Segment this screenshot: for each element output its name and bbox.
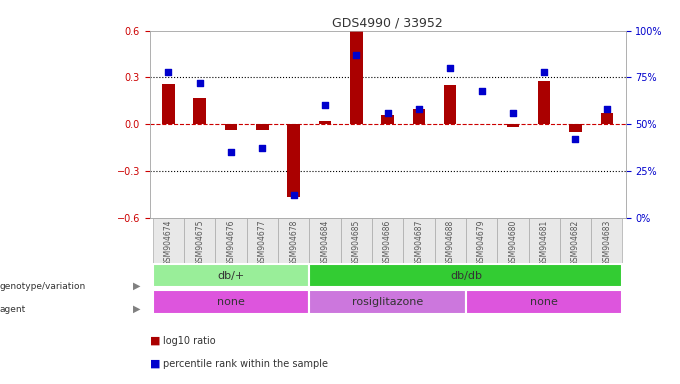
Text: none: none [217, 297, 245, 307]
Bar [216, 218, 247, 263]
Text: GSM904678: GSM904678 [289, 220, 298, 266]
Bar [591, 218, 622, 263]
Bar [225, 124, 237, 131]
Bar [153, 264, 309, 287]
Bar [435, 218, 466, 263]
Point [288, 192, 299, 198]
Text: GSM904688: GSM904688 [445, 220, 455, 266]
Bar [278, 218, 309, 263]
Text: GSM904675: GSM904675 [195, 220, 204, 266]
Bar [466, 290, 622, 314]
Bar [413, 109, 425, 124]
Bar [569, 124, 582, 132]
Text: ▶: ▶ [133, 281, 140, 291]
Bar [309, 218, 341, 263]
Bar [507, 124, 519, 127]
Text: GSM904677: GSM904677 [258, 220, 267, 266]
Text: ■: ■ [150, 336, 160, 346]
Text: ■: ■ [150, 359, 160, 369]
Bar [341, 218, 372, 263]
Bar [288, 124, 300, 197]
Point [445, 65, 456, 71]
Text: rosiglitazone: rosiglitazone [352, 297, 423, 307]
Text: GSM904680: GSM904680 [509, 220, 517, 266]
Text: GSM904676: GSM904676 [226, 220, 235, 266]
Text: agent: agent [0, 305, 27, 314]
Text: GSM904683: GSM904683 [602, 220, 611, 266]
Bar [381, 115, 394, 124]
Point [163, 69, 174, 75]
Text: ▶: ▶ [133, 304, 140, 314]
Text: GSM904679: GSM904679 [477, 220, 486, 266]
Bar [247, 218, 278, 263]
Bar [309, 290, 466, 314]
Text: GSM904681: GSM904681 [540, 220, 549, 266]
Text: GSM904674: GSM904674 [164, 220, 173, 266]
Bar [560, 218, 591, 263]
Bar [497, 218, 528, 263]
Point [257, 146, 268, 152]
Text: GSM904684: GSM904684 [320, 220, 330, 266]
Text: db/+: db/+ [218, 271, 245, 281]
Text: log10 ratio: log10 ratio [163, 336, 216, 346]
Bar [350, 31, 362, 124]
Bar [256, 124, 269, 131]
Bar [403, 218, 435, 263]
Title: GDS4990 / 33952: GDS4990 / 33952 [333, 17, 443, 30]
Bar [309, 264, 622, 287]
Point [382, 110, 393, 116]
Point [601, 106, 612, 112]
Bar [466, 218, 497, 263]
Bar [153, 218, 184, 263]
Bar [162, 84, 175, 124]
Point [320, 103, 330, 109]
Point [507, 110, 518, 116]
Bar [528, 218, 560, 263]
Point [226, 149, 237, 155]
Text: genotype/variation: genotype/variation [0, 281, 86, 291]
Point [194, 80, 205, 86]
Text: GSM904682: GSM904682 [571, 220, 580, 266]
Text: none: none [530, 297, 558, 307]
Point [570, 136, 581, 142]
Text: GSM904686: GSM904686 [383, 220, 392, 266]
Point [351, 52, 362, 58]
Point [539, 69, 549, 75]
Bar [319, 121, 331, 124]
Bar [538, 81, 550, 124]
Bar [600, 113, 613, 124]
Text: GSM904687: GSM904687 [414, 220, 424, 266]
Point [413, 106, 424, 112]
Bar [193, 98, 206, 124]
Text: GSM904685: GSM904685 [352, 220, 361, 266]
Point [476, 88, 487, 94]
Bar [184, 218, 216, 263]
Bar [444, 85, 456, 124]
Bar [372, 218, 403, 263]
Text: db/db: db/db [450, 271, 482, 281]
Text: percentile rank within the sample: percentile rank within the sample [163, 359, 328, 369]
Bar [153, 290, 309, 314]
